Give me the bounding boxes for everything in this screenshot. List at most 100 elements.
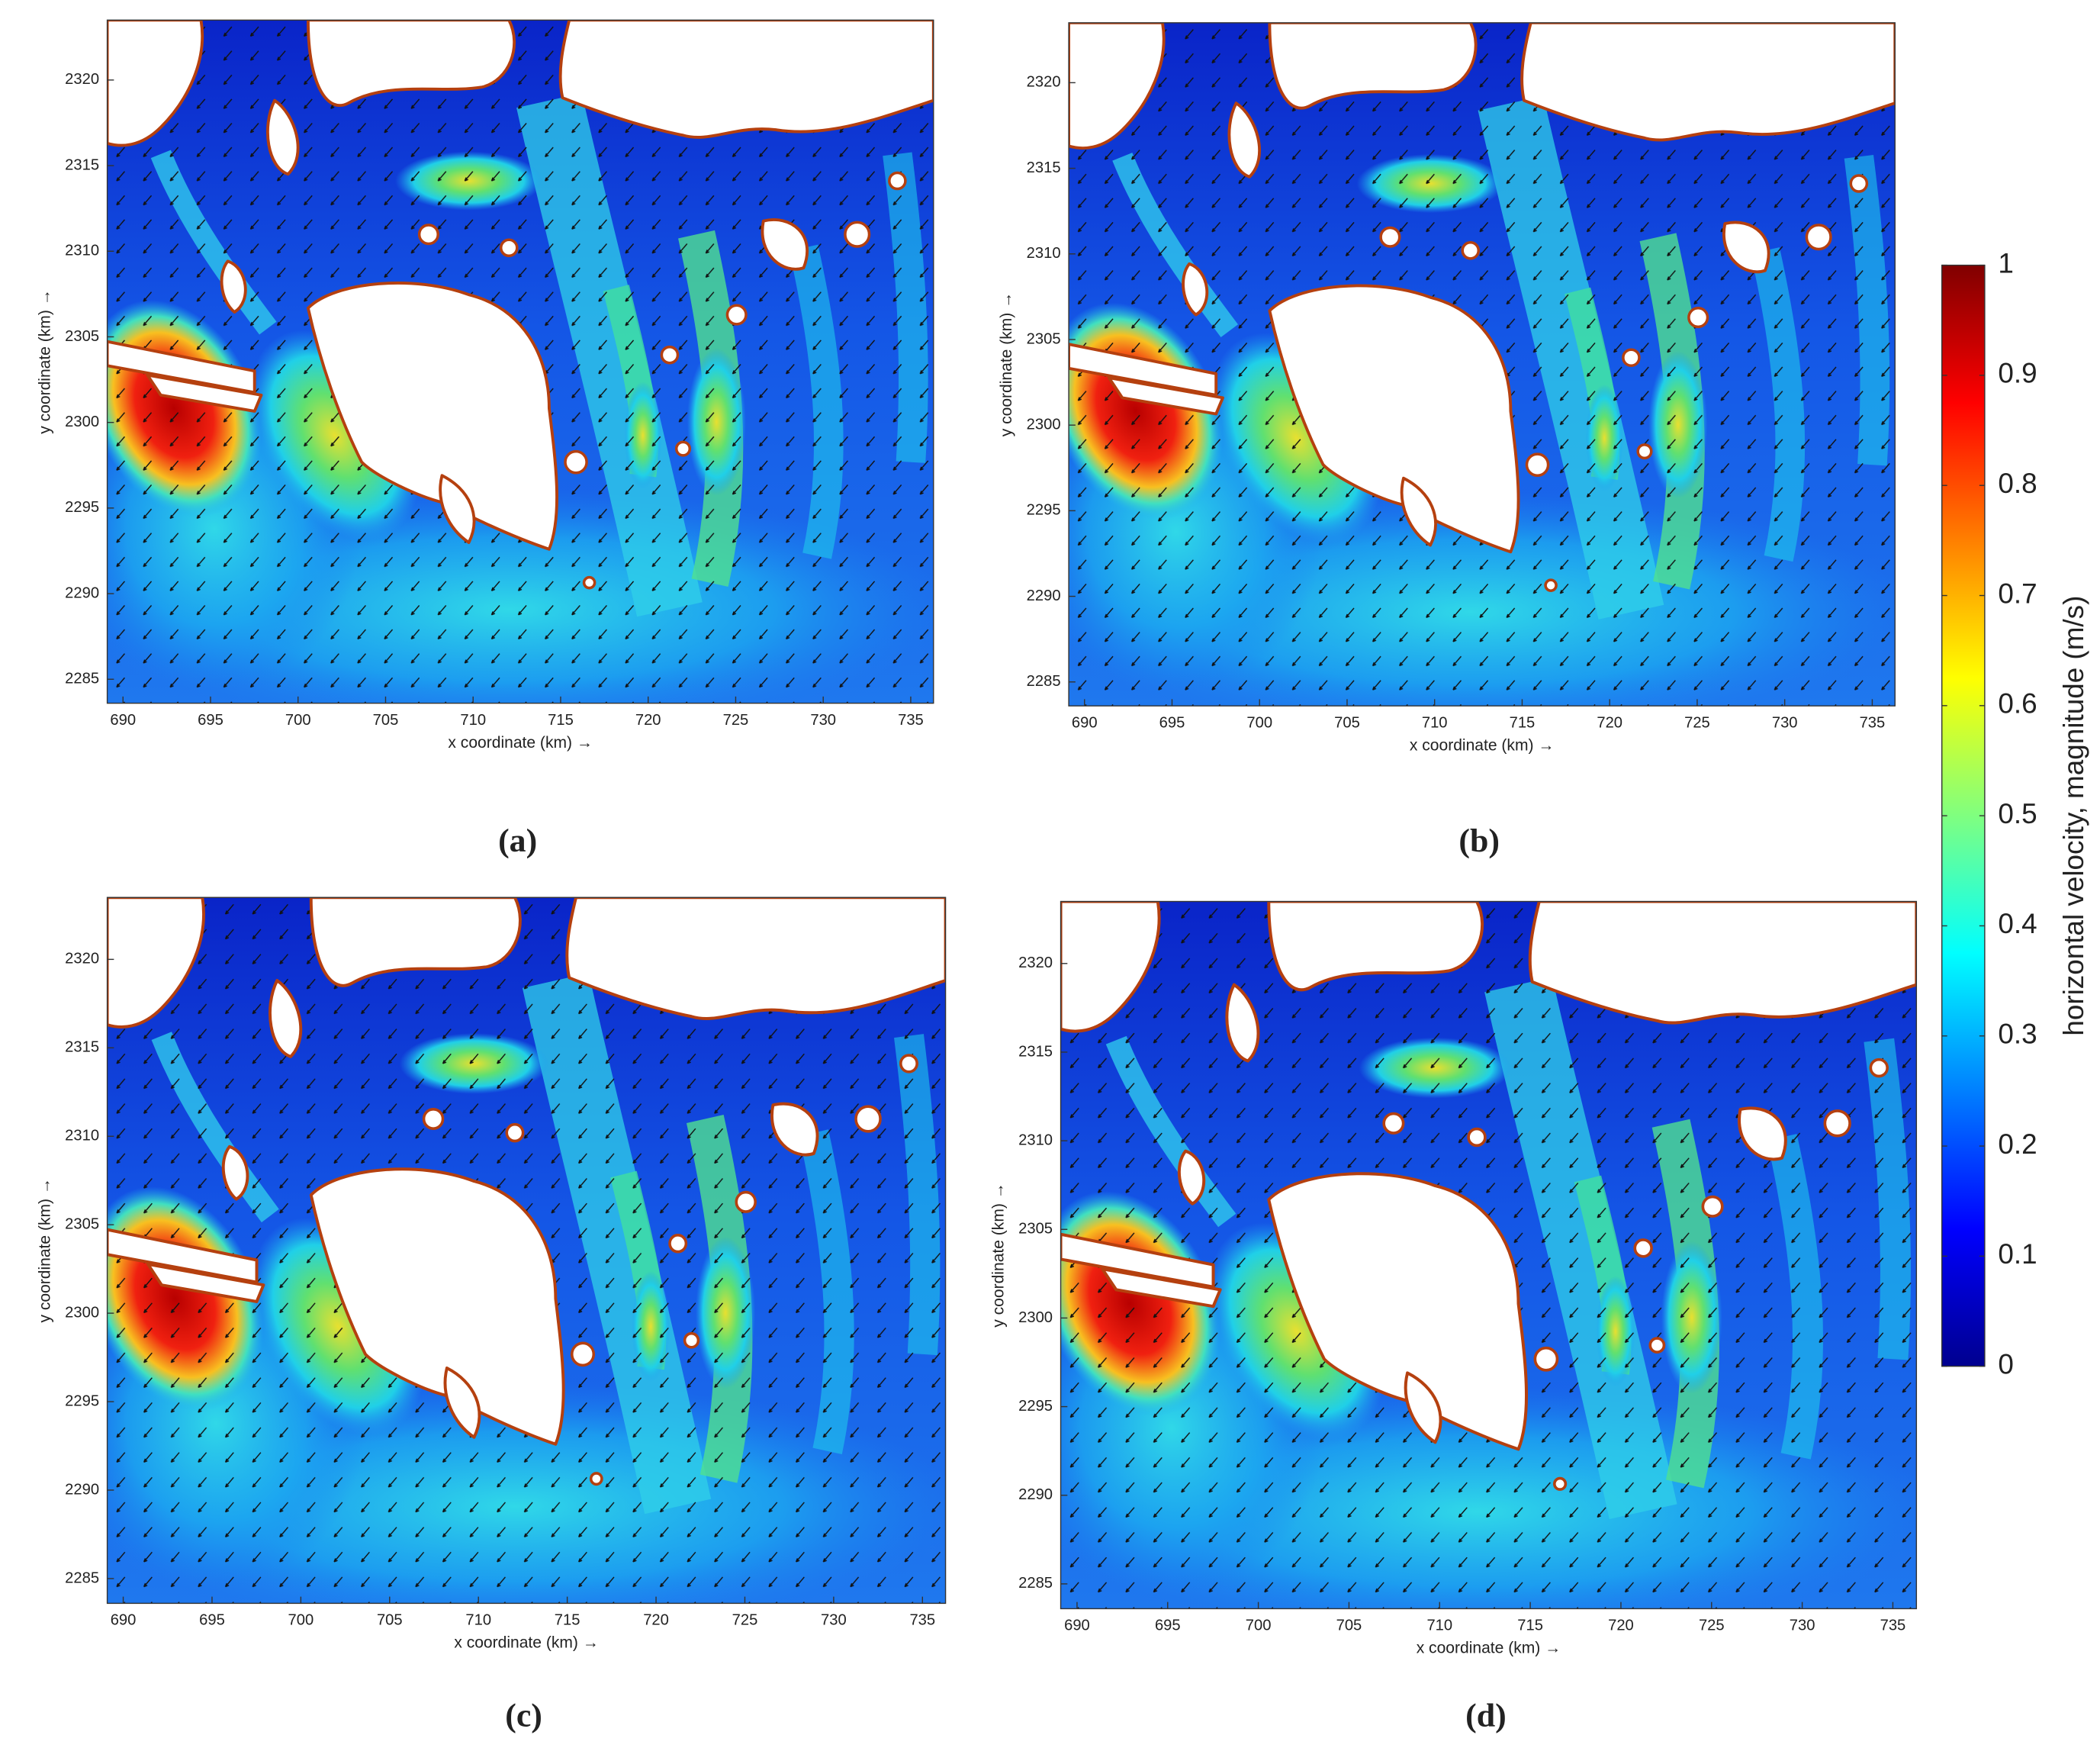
y-tick-label: 2295 [65, 1392, 99, 1409]
y-tick-label: 2305 [65, 1216, 99, 1233]
y-tick-label: 2315 [65, 156, 99, 173]
x-tick-label: 690 [110, 712, 136, 729]
x-tick-label: 705 [377, 1612, 403, 1629]
colorbar-tick-label: 0 [1998, 1348, 2014, 1379]
y-axis-label: y coordinate (km) → [36, 289, 53, 433]
y-tick-label: 2285 [65, 671, 99, 687]
velocity-map [53, 897, 963, 1631]
x-axis-label: x coordinate (km) → [1417, 1640, 1561, 1657]
x-tick-label: 725 [1684, 714, 1710, 731]
x-tick-label: 700 [288, 1612, 314, 1629]
axes-frame [106, 19, 934, 704]
x-tick-label: 725 [732, 1612, 758, 1629]
y-tick-label: 2285 [1027, 673, 1061, 690]
x-tick-label: 735 [1860, 714, 1886, 731]
y-tick-label: 2320 [65, 71, 99, 88]
x-tick-label: 700 [1246, 1618, 1272, 1634]
y-tick-label: 2315 [1018, 1043, 1053, 1060]
x-tick-label: 725 [1699, 1618, 1725, 1634]
x-tick-label: 715 [555, 1612, 580, 1629]
x-axis-label: x coordinate (km) → [1410, 736, 1554, 754]
y-axis-label: y coordinate (km) → [998, 292, 1015, 436]
y-tick-label: 2320 [1027, 74, 1061, 91]
x-tick-label: 710 [1426, 1618, 1452, 1634]
colorbar-tick-label: 0.4 [1998, 908, 2037, 939]
y-tick-label: 2305 [65, 328, 99, 345]
y-tick-label: 2290 [65, 1481, 99, 1498]
panel-caption: (b) [1458, 822, 1500, 859]
x-tick-label: 705 [1336, 1618, 1362, 1634]
y-tick-label: 2285 [65, 1569, 99, 1586]
y-tick-label: 2300 [1027, 416, 1061, 433]
colorbar-tick-label: 0.9 [1998, 358, 2037, 389]
x-tick-label: 735 [898, 712, 924, 729]
x-tick-label: 735 [1880, 1618, 1906, 1634]
axes-frame [106, 897, 947, 1605]
colorbar [1941, 264, 1986, 1367]
colorbar-tick-label: 0.1 [1998, 1238, 2037, 1270]
x-tick-label: 690 [1064, 1618, 1090, 1634]
y-tick-label: 2305 [1018, 1221, 1053, 1238]
y-tick-label: 2320 [1018, 954, 1053, 971]
y-tick-label: 2295 [1018, 1398, 1053, 1415]
colorbar-tick-label: 0.6 [1998, 688, 2037, 719]
x-tick-label: 700 [1246, 714, 1272, 731]
y-axis-label: y coordinate (km) → [989, 1183, 1007, 1327]
colorbar-label: horizontal velocity, magnitude (m/s) [2058, 596, 2089, 1036]
x-tick-label: 720 [1597, 714, 1622, 731]
x-tick-label: 720 [1608, 1618, 1634, 1634]
colorbar-tick-label: 0.7 [1998, 578, 2037, 609]
y-tick-label: 2300 [65, 1304, 99, 1321]
colorbar-tick-label: 1 [1998, 247, 2014, 278]
x-tick-label: 695 [198, 712, 224, 729]
x-tick-label: 710 [465, 1612, 491, 1629]
x-tick-label: 715 [1517, 1618, 1543, 1634]
y-tick-label: 2310 [65, 1128, 99, 1144]
x-tick-label: 695 [1159, 714, 1185, 731]
y-tick-label: 2310 [1027, 245, 1061, 262]
velocity-map [1015, 23, 1912, 732]
x-tick-label: 695 [1155, 1618, 1181, 1634]
x-tick-label: 735 [909, 1612, 935, 1629]
x-tick-label: 715 [548, 712, 574, 729]
y-tick-label: 2320 [65, 951, 99, 967]
axes-frame [1060, 900, 1918, 1610]
y-tick-label: 2290 [1027, 587, 1061, 604]
x-tick-label: 690 [111, 1612, 137, 1629]
x-axis-label: x coordinate (km) → [454, 1634, 598, 1652]
x-tick-label: 710 [460, 712, 486, 729]
x-tick-label: 725 [723, 712, 749, 729]
panel-caption: (c) [505, 1697, 542, 1734]
y-tick-label: 2295 [1027, 502, 1061, 519]
velocity-map [53, 20, 951, 729]
y-tick-label: 2290 [1018, 1486, 1053, 1503]
x-tick-label: 730 [810, 712, 836, 729]
y-tick-label: 2300 [1018, 1309, 1053, 1326]
panel-caption: (a) [498, 822, 537, 859]
x-tick-label: 715 [1510, 714, 1536, 731]
y-tick-label: 2315 [1027, 159, 1061, 176]
x-tick-label: 730 [821, 1612, 847, 1629]
x-tick-label: 730 [1790, 1618, 1815, 1634]
colorbar-tick-label: 0.8 [1998, 468, 2037, 499]
x-tick-label: 705 [1334, 714, 1360, 731]
colorbar-tick-label: 0.2 [1998, 1128, 2037, 1160]
x-tick-label: 690 [1072, 714, 1098, 731]
x-tick-label: 730 [1772, 714, 1798, 731]
axes-frame [1068, 22, 1896, 707]
x-tick-label: 705 [373, 712, 399, 729]
y-tick-label: 2305 [1027, 330, 1061, 347]
y-tick-label: 2310 [65, 243, 99, 259]
y-tick-label: 2295 [65, 499, 99, 516]
x-tick-label: 695 [199, 1612, 225, 1629]
y-tick-label: 2290 [65, 584, 99, 601]
x-tick-label: 710 [1422, 714, 1448, 731]
y-axis-label: y coordinate (km) → [36, 1178, 53, 1322]
colorbar-tick-label: 0.3 [1998, 1018, 2037, 1049]
y-tick-label: 2300 [65, 414, 99, 430]
y-tick-label: 2310 [1018, 1132, 1053, 1148]
velocity-map [1005, 901, 1934, 1636]
x-tick-label: 720 [643, 1612, 669, 1629]
